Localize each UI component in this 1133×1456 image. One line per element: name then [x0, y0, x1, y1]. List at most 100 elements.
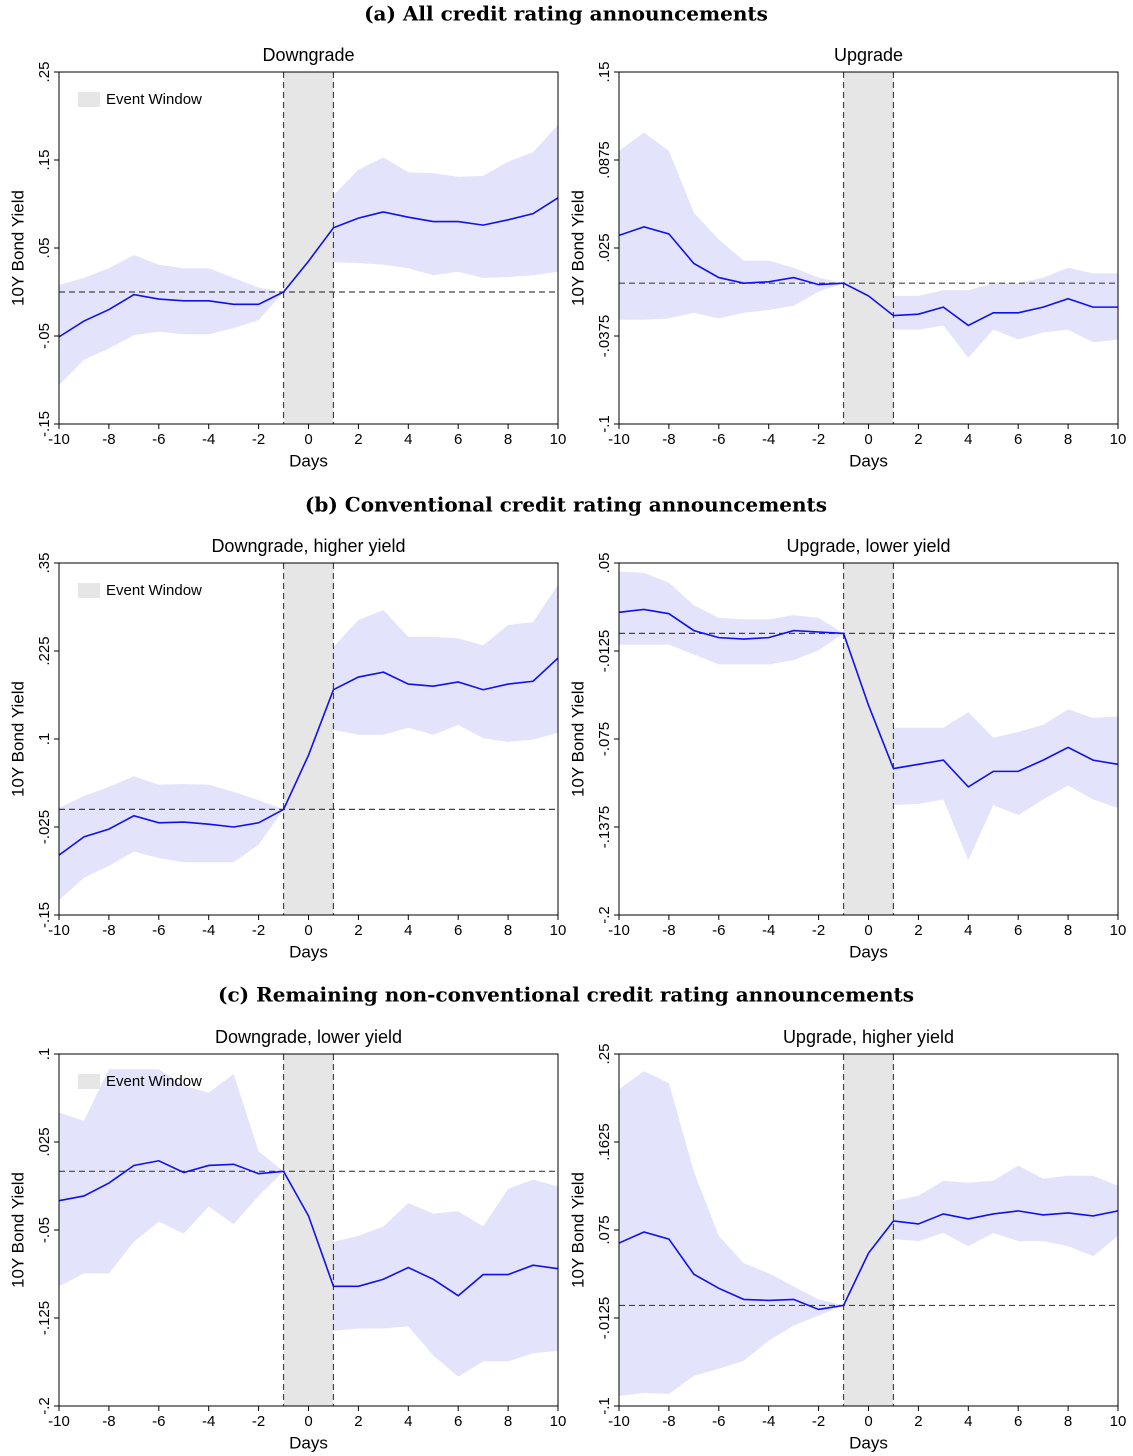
y-tick-label: -.1	[596, 415, 613, 433]
y-tick-label: .1	[36, 733, 53, 746]
legend-label: Event Window	[106, 91, 202, 108]
y-tick-label: .15	[596, 62, 613, 83]
y-tick-label: -.15	[36, 902, 53, 928]
y-tick-label: -.2	[36, 1397, 53, 1415]
x-tick-label: 8	[1064, 431, 1072, 448]
x-tick-label: -2	[812, 1413, 825, 1430]
y-axis-label: 10Y Bond Yield	[568, 190, 587, 306]
x-tick-label: 0	[304, 431, 312, 448]
x-tick-label: 8	[504, 922, 512, 939]
x-tick-label: 8	[504, 1413, 512, 1430]
section-title: (a) All credit rating announcements	[364, 2, 768, 26]
x-tick-label: 6	[1014, 922, 1022, 939]
x-tick-label: 4	[964, 431, 972, 448]
y-axis-label: 10Y Bond Yield	[568, 1172, 587, 1288]
y-tick-label: -.05	[36, 323, 53, 349]
y-tick-label: .025	[596, 233, 613, 262]
x-tick-label: 10	[550, 1413, 567, 1430]
x-tick-label: 10	[550, 431, 567, 448]
x-tick-label: -10	[48, 431, 70, 448]
estimate-line	[58, 197, 559, 338]
legend-swatch	[78, 1074, 100, 1089]
section-title: (c) Remaining non-conventional credit ra…	[218, 983, 914, 1007]
x-tick-label: -10	[608, 431, 630, 448]
x-tick-label: 0	[864, 431, 872, 448]
chart-title: Downgrade	[262, 45, 354, 65]
x-axis-label: Days	[849, 1433, 888, 1452]
y-tick-label: -.15	[36, 411, 53, 437]
x-tick-label: 4	[404, 431, 412, 448]
x-tick-label: 6	[454, 1413, 462, 1430]
x-tick-label: -6	[152, 431, 165, 448]
x-tick-label: 0	[864, 922, 872, 939]
x-tick-label: -10	[608, 1413, 630, 1430]
x-tick-label: 0	[864, 1413, 872, 1430]
y-axis-label: 10Y Bond Yield	[568, 681, 587, 797]
x-tick-label: 0	[304, 922, 312, 939]
y-tick-label: .05	[596, 553, 613, 574]
x-tick-label: -6	[712, 922, 725, 939]
x-tick-label: -2	[252, 1413, 265, 1430]
x-tick-label: -8	[662, 1413, 675, 1430]
x-tick-label: -2	[812, 922, 825, 939]
x-axis-label: Days	[849, 451, 888, 470]
y-tick-label: .075	[596, 1215, 613, 1244]
x-tick-label: 4	[404, 922, 412, 939]
event-window	[843, 1054, 894, 1406]
y-tick-label: .25	[36, 62, 53, 83]
x-tick-label: -6	[712, 1413, 725, 1430]
x-axis-label: Days	[289, 1433, 328, 1452]
x-tick-label: 10	[550, 922, 567, 939]
x-tick-label: -4	[762, 431, 775, 448]
y-tick-label: .025	[36, 1127, 53, 1156]
x-tick-label: 10	[1110, 922, 1127, 939]
x-tick-label: -4	[202, 922, 215, 939]
y-tick-label: .35	[36, 553, 53, 574]
chart-title: Upgrade, lower yield	[786, 536, 950, 556]
x-tick-label: 0	[304, 1413, 312, 1430]
x-tick-label: -4	[762, 922, 775, 939]
x-tick-label: -4	[202, 1413, 215, 1430]
y-tick-label: -.0125	[596, 1297, 613, 1340]
estimate-line	[618, 226, 1118, 327]
x-tick-label: 8	[1064, 1413, 1072, 1430]
estimate-line	[618, 608, 1119, 788]
x-tick-label: 2	[354, 1413, 362, 1430]
y-axis-label: 10Y Bond Yield	[8, 681, 27, 797]
y-tick-label: -.025	[36, 810, 53, 844]
event-window	[283, 72, 334, 424]
y-tick-label: -.0125	[596, 630, 613, 673]
x-tick-label: -2	[812, 431, 825, 448]
chart-title: Downgrade, lower yield	[215, 1027, 402, 1047]
x-tick-label: 2	[354, 922, 362, 939]
event-window	[843, 72, 894, 424]
legend-label: Event Window	[106, 582, 202, 599]
legend-label: Event Window	[106, 1073, 202, 1090]
x-tick-label: 2	[914, 1413, 922, 1430]
legend-swatch	[78, 583, 100, 598]
x-tick-label: -8	[102, 1413, 115, 1430]
chart-title: Upgrade	[834, 45, 903, 65]
event-window	[843, 563, 894, 915]
estimate-line	[58, 657, 559, 856]
x-tick-label: -2	[252, 922, 265, 939]
x-tick-label: -10	[48, 1413, 70, 1430]
y-axis-label: 10Y Bond Yield	[8, 190, 27, 306]
estimate-line	[618, 1210, 1119, 1311]
x-tick-label: -4	[762, 1413, 775, 1430]
x-tick-label: -6	[712, 431, 725, 448]
x-tick-label: 2	[354, 431, 362, 448]
x-tick-label: 6	[454, 431, 462, 448]
x-tick-label: 2	[914, 431, 922, 448]
x-tick-label: -8	[662, 431, 675, 448]
event-window	[283, 1054, 334, 1406]
y-tick-label: -.0375	[596, 315, 613, 358]
confidence-band	[619, 132, 1118, 358]
x-tick-label: 4	[964, 1413, 972, 1430]
x-tick-label: 10	[1110, 431, 1127, 448]
event-window	[283, 563, 334, 915]
estimate-line	[58, 1159, 559, 1297]
x-tick-label: -8	[662, 922, 675, 939]
x-tick-label: 8	[504, 431, 512, 448]
y-tick-label: .1625	[596, 1123, 613, 1161]
